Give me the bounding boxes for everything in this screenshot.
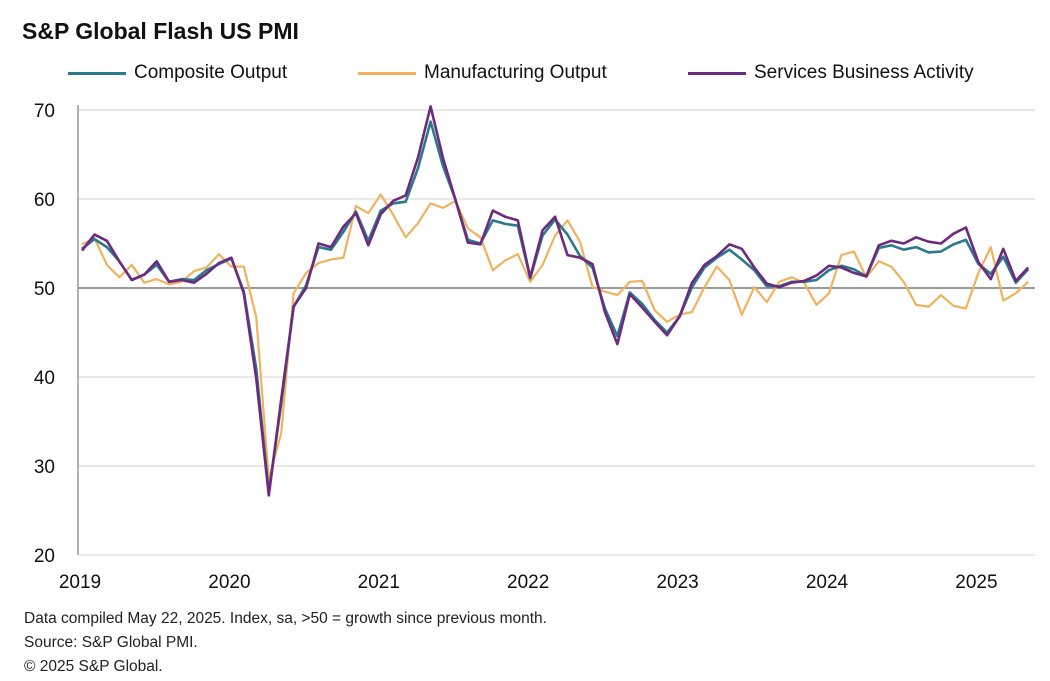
x-tick-label: 2025 [955, 572, 997, 593]
legend-swatch [68, 71, 126, 75]
x-tick-label: 2020 [208, 572, 250, 593]
series-line-services-business-activity [80, 105, 1030, 497]
y-tick-label: 70 [34, 101, 55, 122]
y-tick-label: 60 [34, 190, 55, 211]
series-line-manufacturing-output [81, 193, 1029, 481]
line-chart: 20 30 40 50 60 70 2019 2020 2021 2022 2023 2024 2025 [34, 101, 1035, 593]
x-tick-label: 2023 [656, 572, 698, 593]
x-tick-label: 2022 [507, 572, 549, 593]
y-tick-label: 40 [34, 368, 55, 389]
footer-source: Source: S&P Global PMI. [24, 634, 198, 651]
y-tick-label: 20 [34, 546, 55, 567]
legend-label: Composite Output [134, 62, 288, 83]
legend-item-composite: Composite Output [68, 62, 287, 84]
footer-copyright: © 2025 S&P Global. [24, 658, 163, 675]
legend-item-services: Services Business Activity [688, 62, 974, 84]
legend-swatch [688, 71, 746, 75]
chart-title: S&P Global Flash US PMI [22, 18, 299, 44]
y-tick-label: 30 [34, 457, 55, 478]
legend-label: Manufacturing Output [424, 62, 607, 83]
legend-swatch [358, 71, 416, 75]
x-tick-label: 2021 [358, 572, 400, 593]
legend-label: Services Business Activity [754, 62, 974, 83]
x-tick-label: 2019 [59, 572, 101, 593]
x-tick-label: 2024 [806, 572, 849, 593]
footer-note: Data compiled May 22, 2025. Index, sa, >… [24, 610, 547, 627]
y-tick-label: 50 [34, 279, 55, 300]
legend-item-manufacturing: Manufacturing Output [358, 62, 607, 84]
series-line-composite-output [81, 120, 1030, 495]
